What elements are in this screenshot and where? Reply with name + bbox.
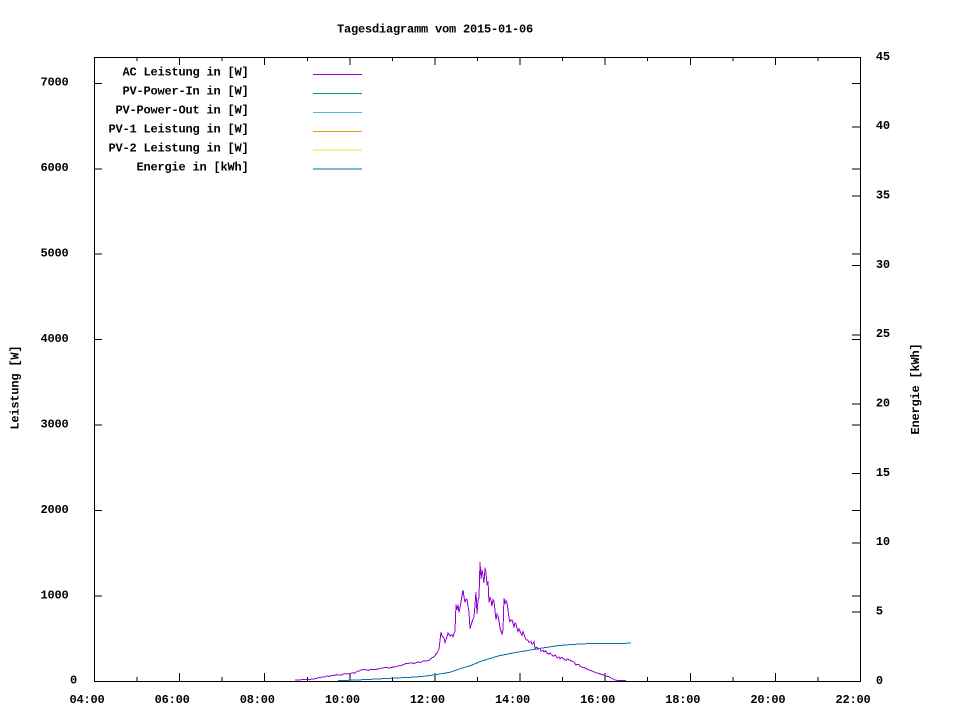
svg-text:Tagesdiagramm vom 2015-01-06: Tagesdiagramm vom 2015-01-06 [337,23,533,37]
svg-text:6000: 6000 [40,161,68,175]
svg-text:PV-2 Leistung in [W]: PV-2 Leistung in [W] [108,141,248,155]
svg-text:PV-Power-Out in [W]: PV-Power-Out in [W] [115,104,248,118]
svg-text:AC Leistung in [W]: AC Leistung in [W] [122,66,248,80]
svg-text:PV-1 Leistung in [W]: PV-1 Leistung in [W] [108,122,248,136]
svg-text:25: 25 [876,327,890,341]
svg-text:Energie in [kWh]: Energie in [kWh] [136,160,248,174]
svg-text:06:00: 06:00 [155,693,190,707]
svg-text:40: 40 [876,119,890,133]
svg-text:20: 20 [876,397,890,411]
svg-text:16:00: 16:00 [580,693,615,707]
svg-text:2000: 2000 [40,503,68,517]
svg-text:22:00: 22:00 [835,693,870,707]
svg-text:45: 45 [876,50,890,64]
svg-text:35: 35 [876,189,890,203]
svg-text:30: 30 [876,258,890,272]
svg-text:Energie [kWh]: Energie [kWh] [909,343,923,434]
svg-text:20:00: 20:00 [750,693,785,707]
svg-text:12:00: 12:00 [410,693,445,707]
svg-text:1000: 1000 [40,588,68,602]
svg-text:7000: 7000 [40,76,68,90]
svg-text:0: 0 [876,674,883,688]
svg-text:14:00: 14:00 [495,693,530,707]
svg-text:15: 15 [876,466,890,480]
svg-text:Leistung [W]: Leistung [W] [9,346,23,430]
svg-text:5000: 5000 [40,247,68,261]
svg-text:PV-Power-In in [W]: PV-Power-In in [W] [122,85,248,99]
svg-text:0: 0 [70,674,77,688]
svg-text:10:00: 10:00 [325,693,360,707]
svg-text:3000: 3000 [40,418,68,432]
svg-text:10: 10 [876,535,890,549]
svg-text:18:00: 18:00 [665,693,700,707]
svg-text:08:00: 08:00 [240,693,275,707]
svg-text:5: 5 [876,605,883,619]
svg-text:04:00: 04:00 [69,693,104,707]
svg-text:4000: 4000 [40,332,68,346]
